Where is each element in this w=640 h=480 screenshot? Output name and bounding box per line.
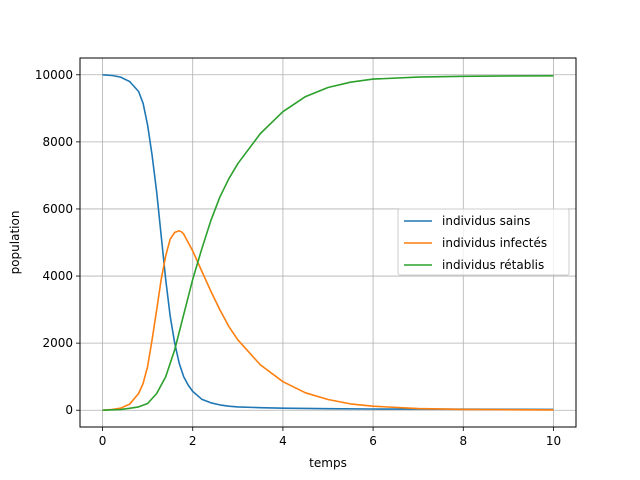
x-tick-label: 2: [189, 434, 197, 448]
ticks: 0 2 4 6 8 10 0 2000 4000 6000 8000 10000: [35, 68, 561, 448]
legend-entry: individus sains: [442, 214, 530, 228]
y-tick-label: 4000: [42, 269, 73, 283]
y-tick-label: 0: [65, 403, 73, 417]
x-axis-label: temps: [309, 456, 347, 470]
series-line-0: [102, 74, 554, 411]
y-tick-label: 2000: [42, 336, 73, 350]
series-line-2: [102, 75, 554, 411]
x-tick-label: 8: [459, 434, 467, 448]
x-tick-label: 0: [99, 434, 107, 448]
legend-entry: individus infectés: [442, 236, 547, 250]
series-line-1: [102, 230, 554, 411]
x-tick-label: 10: [546, 434, 561, 448]
y-tick-label: 6000: [42, 202, 73, 216]
legend-entry: individus rétablis: [442, 258, 544, 272]
y-axis-label: population: [8, 211, 22, 275]
legend: individus sains individus infectés individ…: [397, 208, 570, 276]
series-lines: [102, 74, 554, 411]
axes-frame: [79, 57, 577, 428]
x-tick-label: 6: [369, 434, 377, 448]
y-tick-label: 8000: [42, 135, 73, 149]
x-tick-label: 4: [279, 434, 287, 448]
legend-box: [397, 208, 570, 276]
y-tick-label: 10000: [35, 68, 73, 82]
